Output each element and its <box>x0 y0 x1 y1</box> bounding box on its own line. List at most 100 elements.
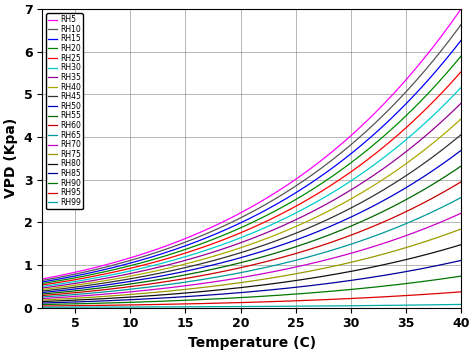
RH40 <box>241 245 246 249</box>
RH15 <box>238 221 244 225</box>
RH99 <box>383 303 388 308</box>
RH95 <box>241 300 246 304</box>
RH30 <box>241 234 246 239</box>
RH65 <box>39 295 45 299</box>
RH30 <box>238 235 244 240</box>
RH40 <box>39 287 45 292</box>
RH35 <box>458 101 464 105</box>
RH20 <box>241 224 246 229</box>
RH20 <box>458 54 464 58</box>
RH99 <box>289 304 294 308</box>
RH5 <box>448 21 454 25</box>
RH70 <box>448 216 454 220</box>
RH55 <box>241 260 246 264</box>
RH35 <box>238 240 244 245</box>
RH80 <box>458 242 464 247</box>
RH95 <box>289 299 294 303</box>
RH75 <box>241 280 246 284</box>
Line: RH5: RH5 <box>42 9 461 279</box>
Line: RH30: RH30 <box>42 87 461 286</box>
RH50 <box>289 239 294 244</box>
RH80 <box>39 299 45 304</box>
RH65 <box>266 265 272 269</box>
RH25 <box>266 218 272 222</box>
RH90 <box>289 292 294 297</box>
RH5 <box>289 180 294 184</box>
RH80 <box>383 262 388 267</box>
RH80 <box>266 282 272 286</box>
RH25 <box>238 230 244 235</box>
RH50 <box>39 290 45 295</box>
RH99 <box>266 304 272 309</box>
RH99 <box>458 302 464 307</box>
RH55 <box>39 292 45 296</box>
RH10 <box>383 111 388 115</box>
RH10 <box>266 200 272 205</box>
RH45 <box>448 141 454 145</box>
Line: RH40: RH40 <box>42 119 461 290</box>
RH20 <box>39 281 45 286</box>
RH99 <box>238 304 244 309</box>
RH70 <box>458 211 464 215</box>
RH45 <box>458 132 464 137</box>
RH75 <box>448 230 454 235</box>
Line: RH90: RH90 <box>42 276 461 304</box>
RH90 <box>238 296 244 300</box>
RH85 <box>448 261 454 265</box>
RH25 <box>448 81 454 85</box>
RH70 <box>39 296 45 301</box>
RH70 <box>383 241 388 245</box>
RH65 <box>241 270 246 274</box>
RH90 <box>383 284 388 288</box>
Line: RH85: RH85 <box>42 261 461 303</box>
RH70 <box>289 266 294 270</box>
RH50 <box>383 197 388 201</box>
RH95 <box>458 290 464 294</box>
RH95 <box>383 295 388 299</box>
RH95 <box>448 291 454 295</box>
Line: RH75: RH75 <box>42 229 461 300</box>
RH90 <box>266 294 272 298</box>
RH40 <box>238 245 244 250</box>
RH20 <box>238 225 244 230</box>
RH10 <box>241 214 246 218</box>
X-axis label: Temperature (C): Temperature (C) <box>188 336 316 350</box>
RH35 <box>289 219 294 224</box>
Legend: RH5, RH10, RH15, RH20, RH25, RH30, RH35, RH40, RH45, RH50, RH55, RH60, RH65, RH7: RH5, RH10, RH15, RH20, RH25, RH30, RH35,… <box>46 13 83 209</box>
RH40 <box>448 126 454 130</box>
RH35 <box>383 165 388 169</box>
RH50 <box>458 148 464 153</box>
RH60 <box>238 266 244 270</box>
RH90 <box>458 274 464 278</box>
RH10 <box>289 187 294 191</box>
RH90 <box>241 295 246 299</box>
RH75 <box>458 227 464 231</box>
RH10 <box>448 36 454 40</box>
RH35 <box>39 286 45 290</box>
RH65 <box>458 195 464 200</box>
RH25 <box>39 283 45 287</box>
RH55 <box>383 208 388 212</box>
RH45 <box>238 250 244 255</box>
RH45 <box>289 233 294 237</box>
RH80 <box>241 285 246 290</box>
RH65 <box>289 259 294 263</box>
RH99 <box>241 304 246 309</box>
RH80 <box>238 285 244 290</box>
RH80 <box>448 246 454 250</box>
RH75 <box>238 280 244 285</box>
RH55 <box>238 261 244 265</box>
Line: RH70: RH70 <box>42 213 461 298</box>
RH10 <box>238 216 244 220</box>
Line: RH50: RH50 <box>42 150 461 292</box>
RH75 <box>383 251 388 256</box>
RH20 <box>383 132 388 137</box>
Line: RH55: RH55 <box>42 166 461 294</box>
RH60 <box>39 293 45 298</box>
RH35 <box>448 111 454 115</box>
RH15 <box>289 193 294 198</box>
RH85 <box>266 288 272 292</box>
RH15 <box>383 122 388 126</box>
RH50 <box>238 256 244 260</box>
RH65 <box>448 201 454 205</box>
